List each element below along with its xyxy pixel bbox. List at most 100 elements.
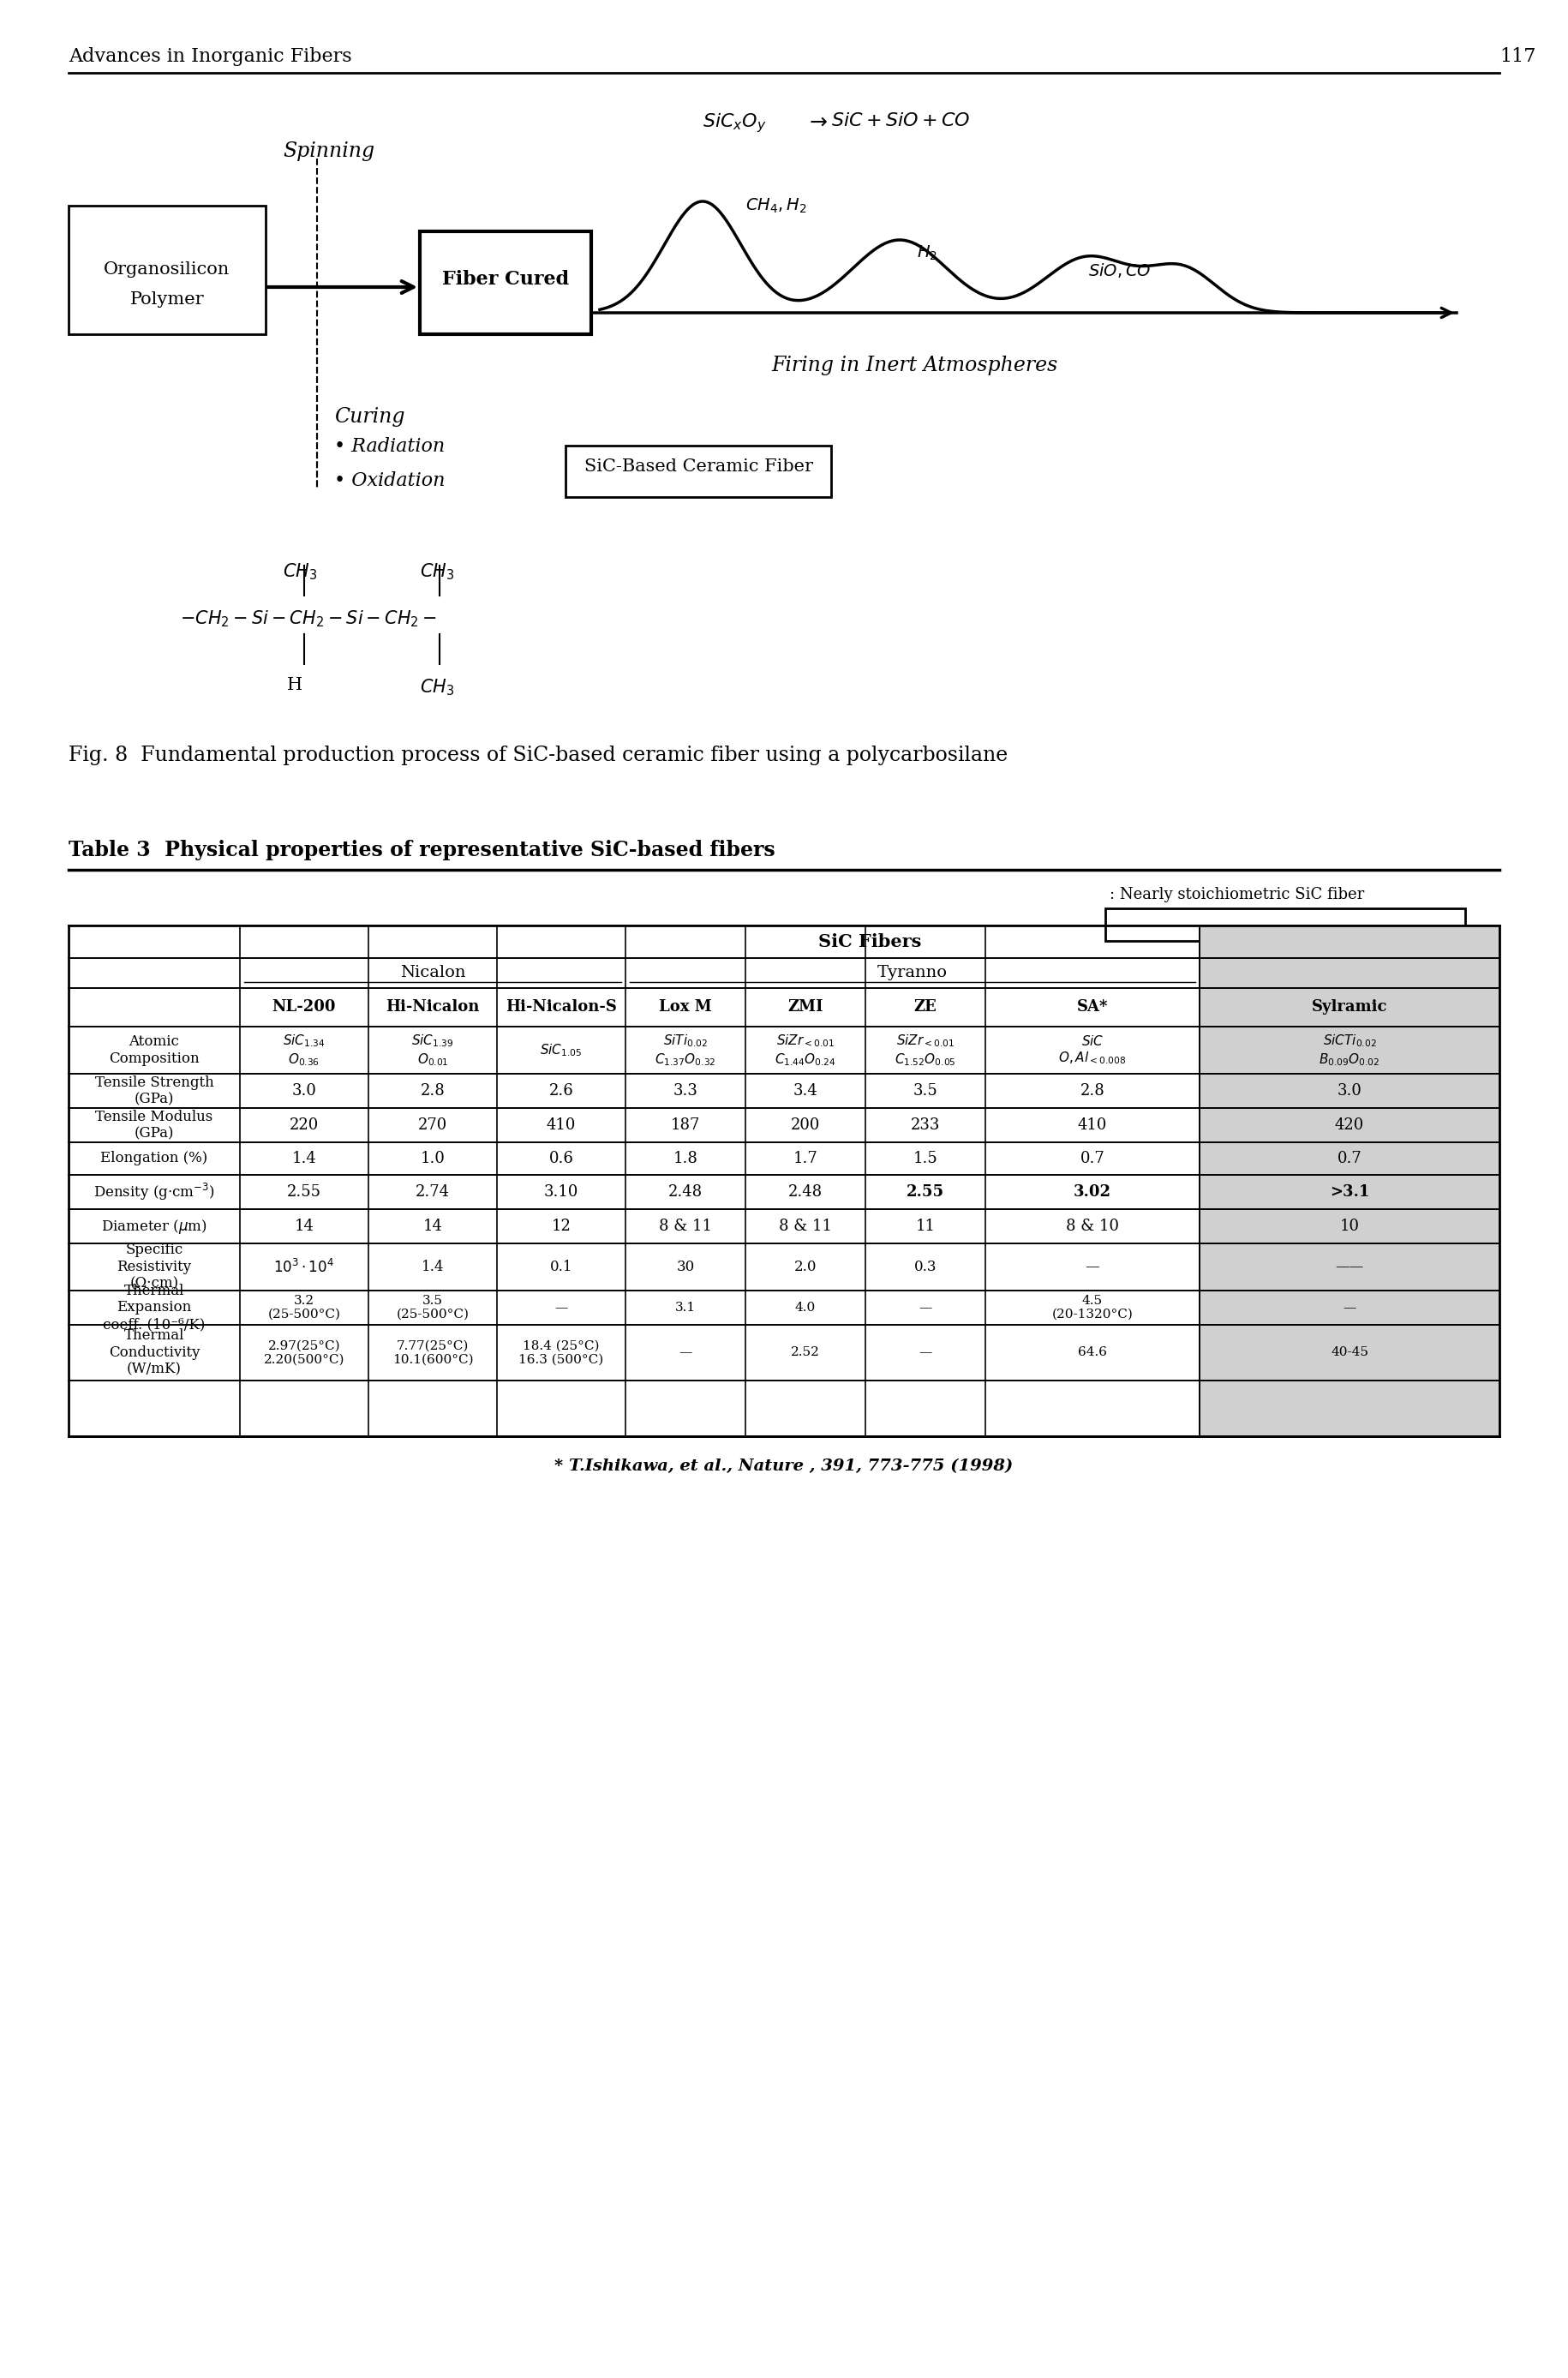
Text: Lox M: Lox M (659, 999, 712, 1015)
Text: $SiC_{1.39}$
$O_{0.01}$: $SiC_{1.39}$ $O_{0.01}$ (411, 1032, 453, 1068)
Text: 3.4: 3.4 (793, 1082, 818, 1099)
Text: SA*: SA* (1077, 999, 1109, 1015)
Text: 14: 14 (295, 1218, 314, 1234)
Text: 3.0: 3.0 (292, 1082, 317, 1099)
Text: • Oxidation: • Oxidation (334, 471, 445, 490)
Text: Spinning: Spinning (282, 140, 375, 162)
Text: NL-200: NL-200 (273, 999, 336, 1015)
Text: 2.8: 2.8 (1080, 1082, 1105, 1099)
Text: ——: —— (1336, 1260, 1364, 1275)
Text: 1.5: 1.5 (913, 1151, 938, 1165)
Text: 410: 410 (547, 1118, 575, 1132)
Text: 3.2
(25-500°C): 3.2 (25-500°C) (268, 1294, 340, 1320)
Text: Specific
Resistivity
(Ω·cm): Specific Resistivity (Ω·cm) (118, 1244, 191, 1291)
Text: Nicalon: Nicalon (400, 965, 466, 980)
Text: Tensile Strength
(GPa): Tensile Strength (GPa) (94, 1075, 213, 1106)
Text: 8 & 11: 8 & 11 (779, 1218, 833, 1234)
Text: 8 & 10: 8 & 10 (1066, 1218, 1120, 1234)
Text: $SiTi_{0.02}$
$C_{1.37}O_{0.32}$: $SiTi_{0.02}$ $C_{1.37}O_{0.32}$ (655, 1032, 717, 1068)
Text: $-CH_2-Si-CH_2-Si-CH_2-$: $-CH_2-Si-CH_2-Si-CH_2-$ (180, 609, 437, 628)
Text: 0.6: 0.6 (549, 1151, 574, 1165)
Text: 11: 11 (916, 1218, 935, 1234)
Text: 3.10: 3.10 (544, 1184, 579, 1201)
Text: 410: 410 (1077, 1118, 1107, 1132)
Text: Table 3  Physical properties of representative SiC-based fibers: Table 3 Physical properties of represent… (69, 839, 775, 861)
Text: 187: 187 (671, 1118, 701, 1132)
Text: —: — (555, 1301, 568, 1313)
Text: 2.97(25°C)
2.20(500°C): 2.97(25°C) 2.20(500°C) (263, 1339, 345, 1365)
Text: Sylramic: Sylramic (1311, 999, 1388, 1015)
Text: 3.5
(25-500°C): 3.5 (25-500°C) (397, 1294, 469, 1320)
Text: 3.02: 3.02 (1074, 1184, 1112, 1201)
Text: 270: 270 (419, 1118, 447, 1132)
Text: 3.1: 3.1 (676, 1301, 696, 1313)
Text: 0.7: 0.7 (1080, 1151, 1105, 1165)
Text: $SiZr_{<0.01}$
$C_{1.44}O_{0.24}$: $SiZr_{<0.01}$ $C_{1.44}O_{0.24}$ (775, 1032, 836, 1068)
Text: 1.4: 1.4 (292, 1151, 317, 1165)
Text: 18.4 (25°C)
16.3 (500°C): 18.4 (25°C) 16.3 (500°C) (519, 1339, 604, 1365)
Text: 12: 12 (552, 1218, 571, 1234)
Text: 200: 200 (790, 1118, 820, 1132)
Text: 117: 117 (1499, 48, 1535, 67)
Text: 64.6: 64.6 (1077, 1346, 1107, 1358)
Text: 2.55: 2.55 (906, 1184, 944, 1201)
Text: 2.55: 2.55 (287, 1184, 321, 1201)
Text: $CH_3$: $CH_3$ (282, 561, 317, 583)
Text: $SiZr_{<0.01}$
$C_{1.52}O_{0.05}$: $SiZr_{<0.01}$ $C_{1.52}O_{0.05}$ (895, 1032, 956, 1068)
Text: —: — (679, 1346, 691, 1358)
Text: Diameter ($\mu$m): Diameter ($\mu$m) (102, 1218, 207, 1234)
Text: Curing: Curing (334, 407, 405, 426)
Text: 2.52: 2.52 (790, 1346, 820, 1358)
Text: 0.1: 0.1 (550, 1260, 572, 1275)
Text: 2.8: 2.8 (420, 1082, 445, 1099)
Text: 2.74: 2.74 (416, 1184, 450, 1201)
Text: $SiC_{1.34}$
$O_{0.36}$: $SiC_{1.34}$ $O_{0.36}$ (282, 1032, 326, 1068)
Text: —: — (1085, 1260, 1099, 1275)
Text: Tyranno: Tyranno (878, 965, 947, 980)
Text: $SiC_xO_y$: $SiC_xO_y$ (702, 112, 767, 136)
Text: 3.5: 3.5 (913, 1082, 938, 1099)
Text: 2.48: 2.48 (668, 1184, 702, 1201)
Text: : Nearly stoichiometric SiC fiber: : Nearly stoichiometric SiC fiber (1110, 887, 1364, 901)
Text: $CH_3$: $CH_3$ (420, 678, 455, 697)
Text: $CH_3$: $CH_3$ (420, 561, 455, 583)
Text: SiC-Based Ceramic Fiber: SiC-Based Ceramic Fiber (583, 459, 812, 476)
Text: 8 & 11: 8 & 11 (659, 1218, 712, 1234)
Text: Fiber Cured: Fiber Cured (442, 271, 569, 288)
Text: Organosilicon: Organosilicon (103, 262, 230, 278)
Text: Polymer: Polymer (130, 292, 204, 307)
Text: $\rightarrow$: $\rightarrow$ (806, 112, 828, 131)
Text: —: — (1342, 1301, 1356, 1313)
Text: $SiC$
$O,Al_{<0.008}$: $SiC$ $O,Al_{<0.008}$ (1058, 1034, 1126, 1065)
Bar (1200, 925, 1499, 1436)
Text: 4.5
(20-1320°C): 4.5 (20-1320°C) (1052, 1294, 1134, 1320)
Text: 2.6: 2.6 (549, 1082, 574, 1099)
Text: $10^3\cdot10^4$: $10^3\cdot10^4$ (274, 1258, 334, 1275)
Text: Firing in Inert Atmospheres: Firing in Inert Atmospheres (771, 357, 1057, 376)
Bar (1105, 908, 1465, 942)
Text: SiC Fibers: SiC Fibers (818, 932, 922, 951)
Text: $SiC_{1.05}$: $SiC_{1.05}$ (539, 1042, 582, 1058)
Text: 30: 30 (676, 1260, 695, 1275)
Text: 40-45: 40-45 (1331, 1346, 1369, 1358)
Text: Hi-Nicalon: Hi-Nicalon (386, 999, 480, 1015)
Text: ZMI: ZMI (787, 999, 823, 1015)
Text: >3.1: >3.1 (1330, 1184, 1369, 1201)
Text: 233: 233 (911, 1118, 941, 1132)
Text: $SiCTi_{0.02}$
$B_{0.09}O_{0.02}$: $SiCTi_{0.02}$ $B_{0.09}O_{0.02}$ (1319, 1032, 1380, 1068)
Text: H: H (287, 678, 303, 694)
Text: Advances in Inorganic Fibers: Advances in Inorganic Fibers (69, 48, 351, 67)
Text: —: — (919, 1301, 931, 1313)
FancyBboxPatch shape (420, 231, 591, 335)
Text: 2.48: 2.48 (789, 1184, 823, 1201)
FancyBboxPatch shape (566, 445, 831, 497)
Text: 1.7: 1.7 (793, 1151, 818, 1165)
Text: 4.0: 4.0 (795, 1301, 815, 1313)
Text: $SiO, CO$: $SiO, CO$ (1088, 262, 1151, 278)
Text: 1.0: 1.0 (420, 1151, 445, 1165)
Text: ZE: ZE (914, 999, 936, 1015)
Text: Fig. 8  Fundamental production process of SiC-based ceramic fiber using a polyca: Fig. 8 Fundamental production process of… (69, 747, 1008, 766)
Text: 14: 14 (423, 1218, 442, 1234)
Text: Atomic
Composition: Atomic Composition (110, 1034, 199, 1065)
Text: 1.4: 1.4 (422, 1260, 444, 1275)
